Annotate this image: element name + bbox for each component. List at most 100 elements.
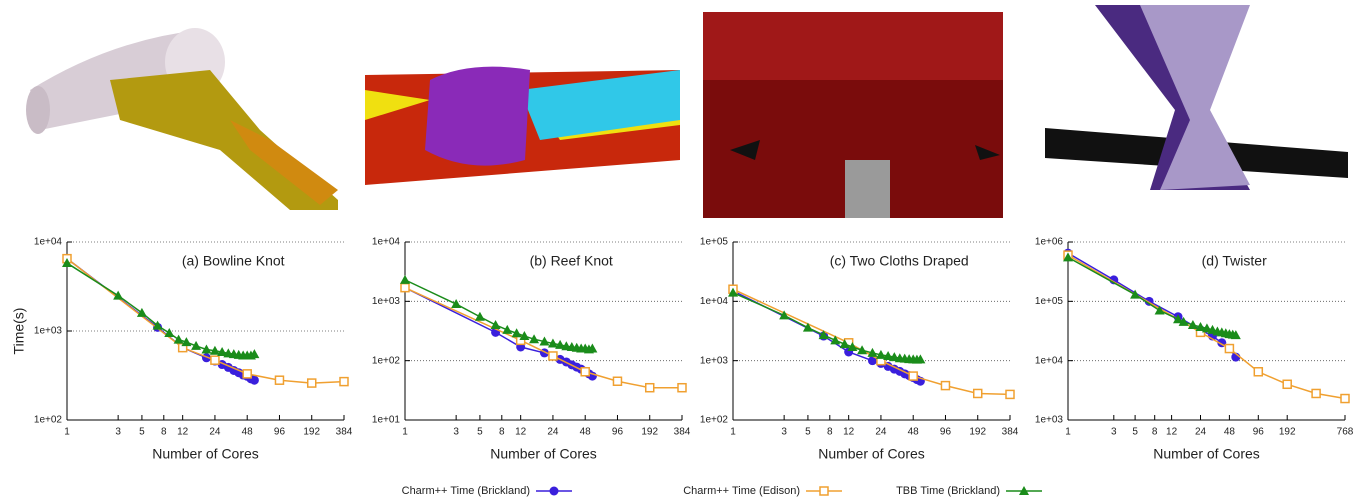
- point: [274, 375, 285, 385]
- x-tick-label: 8: [161, 427, 167, 438]
- point: [1195, 321, 1206, 331]
- y-tick-label: 1e+04: [34, 237, 63, 248]
- x-tick-label: 24: [547, 427, 559, 438]
- point: [555, 339, 566, 349]
- y-tick-label: 1e+01: [372, 415, 401, 426]
- x-tick-label: 12: [515, 427, 527, 438]
- point: [1230, 330, 1241, 340]
- point: [1005, 389, 1015, 400]
- x-tick-label: 48: [580, 427, 592, 438]
- point: [1187, 319, 1198, 329]
- x-tick-label: 192: [969, 427, 986, 438]
- point: [529, 334, 540, 344]
- y-tick-label: 1e+02: [700, 415, 729, 426]
- point: [883, 350, 894, 360]
- x-tick-label: 3: [1111, 427, 1117, 438]
- legend-marker: [549, 486, 559, 496]
- point: [1178, 316, 1189, 326]
- x-tick-label: 1: [64, 427, 70, 438]
- render-c: [703, 12, 1003, 218]
- y-tick-label: 1e+02: [34, 415, 63, 426]
- point: [1340, 393, 1350, 404]
- point: [677, 382, 687, 393]
- y-tick-label: 1e+04: [1035, 355, 1064, 366]
- point: [839, 339, 850, 349]
- chart-title: (b) Reef Knot: [530, 253, 613, 269]
- point: [972, 388, 983, 399]
- point: [580, 367, 590, 377]
- series-line: [404, 279, 593, 351]
- x-tick-label: 24: [209, 427, 221, 438]
- x-tick-label: 1: [1065, 427, 1071, 438]
- x-tick-label: 384: [336, 427, 353, 438]
- point: [249, 349, 260, 359]
- series-line: [66, 262, 255, 357]
- x-tick-label: 3: [453, 427, 459, 438]
- point: [818, 330, 829, 340]
- point: [191, 340, 202, 350]
- point: [1253, 367, 1264, 377]
- legend-marker: [1019, 486, 1029, 495]
- series-line: [732, 288, 1011, 396]
- point: [209, 345, 220, 355]
- y-tick-label: 1e+04: [372, 237, 401, 248]
- chart-title: (d) Twister: [1202, 253, 1267, 269]
- y-tick-label: 1e+03: [34, 326, 63, 337]
- point: [242, 369, 252, 379]
- point: [940, 380, 951, 391]
- x-tick-label: 96: [940, 427, 952, 438]
- x-tick-label: 5: [139, 427, 145, 438]
- y-tick-label: 1e+06: [1035, 237, 1064, 248]
- legend-marker: [819, 486, 829, 496]
- x-axis-label: Number of Cores: [152, 446, 259, 462]
- point: [644, 382, 655, 393]
- point: [539, 336, 550, 346]
- point: [173, 334, 184, 344]
- y-tick-label: 1e+03: [700, 355, 729, 366]
- point: [502, 324, 513, 334]
- x-tick-label: 3: [115, 427, 121, 438]
- x-tick-label: 192: [1279, 427, 1296, 438]
- point: [1311, 388, 1321, 399]
- point: [181, 337, 192, 347]
- y-axis-label: Time(s): [11, 308, 27, 355]
- x-tick-label: 12: [177, 427, 189, 438]
- point: [62, 258, 72, 268]
- point: [400, 274, 410, 284]
- render-a: [26, 28, 338, 210]
- point: [1282, 379, 1292, 390]
- x-tick-label: 384: [674, 427, 691, 438]
- x-tick-label: 3: [781, 427, 787, 438]
- x-tick-label: 24: [875, 427, 887, 438]
- x-tick-label: 5: [805, 427, 811, 438]
- point: [728, 287, 738, 297]
- point: [875, 349, 886, 359]
- chart-title: (a) Bowline Knot: [182, 253, 285, 269]
- point: [908, 371, 918, 381]
- x-tick-label: 768: [1337, 427, 1354, 438]
- render-b: [365, 66, 680, 185]
- point: [152, 320, 163, 330]
- series-line: [404, 286, 682, 389]
- point: [587, 343, 598, 353]
- x-tick-label: 1: [730, 427, 736, 438]
- y-tick-label: 1e+04: [700, 296, 729, 307]
- point: [306, 378, 317, 388]
- point: [490, 319, 501, 329]
- x-tick-label: 12: [1166, 427, 1178, 438]
- point: [451, 299, 462, 309]
- point: [867, 356, 877, 366]
- point: [210, 355, 220, 365]
- x-tick-label: 12: [843, 427, 855, 438]
- point: [511, 328, 522, 338]
- x-tick-label: 96: [612, 427, 624, 438]
- x-tick-label: 8: [499, 427, 505, 438]
- legend-label: TBB Time (Brickland): [896, 485, 1000, 497]
- point: [847, 341, 858, 351]
- series-line: [66, 258, 345, 384]
- x-tick-label: 96: [1253, 427, 1265, 438]
- point: [1224, 343, 1235, 354]
- point: [548, 351, 558, 361]
- y-tick-label: 1e+05: [1035, 296, 1064, 307]
